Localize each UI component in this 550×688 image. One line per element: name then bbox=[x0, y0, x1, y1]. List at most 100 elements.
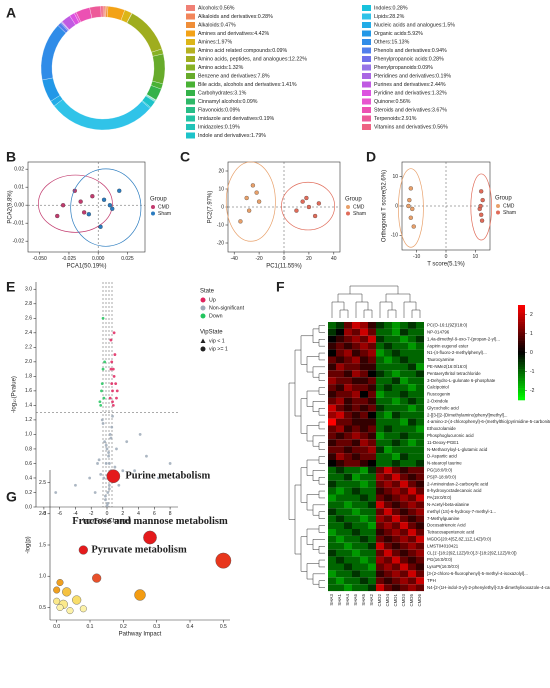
heat-cell bbox=[360, 432, 368, 440]
heat-cell bbox=[352, 342, 360, 350]
colorbar-step bbox=[518, 321, 525, 325]
y-axis-label: PC2(7.97%) bbox=[208, 191, 214, 224]
heat-cell bbox=[336, 322, 344, 329]
x-tick-label: 40 bbox=[331, 256, 337, 262]
row-label: N4-[2-(1H-indol-3-yl)-2-phenylethyl]-3,5… bbox=[427, 585, 550, 590]
point bbox=[300, 199, 305, 204]
point bbox=[102, 476, 106, 480]
heat-cell bbox=[344, 335, 352, 343]
point bbox=[98, 400, 102, 404]
y-tick-label: 2.0 bbox=[25, 359, 32, 365]
y-axis-label: PCA2(9.8%) bbox=[8, 190, 14, 223]
heat-cell bbox=[344, 535, 352, 543]
heat-cell bbox=[328, 487, 336, 495]
heat-cell bbox=[328, 342, 336, 350]
heat-cell bbox=[328, 515, 336, 523]
legend-label: Others:15.13% bbox=[374, 39, 410, 45]
heat-cell bbox=[416, 570, 424, 578]
heat-cell bbox=[400, 584, 408, 592]
legend-swatch bbox=[186, 124, 195, 130]
heat-cell bbox=[352, 439, 360, 447]
heat-cell bbox=[416, 556, 424, 564]
heat-cell bbox=[408, 487, 416, 495]
heat-cell bbox=[368, 425, 376, 433]
point bbox=[74, 483, 77, 487]
heat-cell bbox=[408, 370, 416, 378]
legend-label: Imidazole and derivatives:0.19% bbox=[198, 116, 275, 122]
column-label: CMD4 bbox=[385, 594, 390, 607]
heat-cell bbox=[408, 425, 416, 433]
point bbox=[247, 208, 252, 213]
row-label: N1-(4-fluoro-2-methylphenyl)... bbox=[427, 350, 487, 355]
heat-cell bbox=[328, 466, 336, 474]
row-label: PE-NMe2(16:0/16:0) bbox=[427, 364, 468, 369]
heat-cell bbox=[408, 563, 416, 571]
panel-label: D bbox=[366, 149, 376, 165]
legend-label: Amino acid related compounds:0.09% bbox=[198, 48, 288, 54]
point bbox=[55, 213, 60, 219]
heat-cell bbox=[416, 418, 424, 426]
heat-cell bbox=[360, 584, 368, 592]
legend-marker bbox=[496, 210, 500, 215]
colorbar-tick-label: 1 bbox=[530, 331, 533, 337]
heat-cell bbox=[344, 480, 352, 488]
heat-cell bbox=[344, 418, 352, 426]
legend-swatch bbox=[362, 124, 371, 130]
heat-cell bbox=[336, 404, 344, 412]
heat-cell bbox=[376, 446, 384, 454]
column-label: SHA2 bbox=[369, 594, 374, 606]
heat-cell bbox=[368, 515, 376, 523]
heat-cell bbox=[384, 446, 392, 454]
heat-cell bbox=[344, 363, 352, 371]
heat-cell bbox=[360, 556, 368, 564]
y-tick-label: 2.2 bbox=[25, 345, 32, 351]
heat-cell bbox=[376, 322, 384, 329]
heat-cell bbox=[384, 494, 392, 502]
x-tick-label: 10 bbox=[473, 254, 479, 260]
legend-swatch bbox=[186, 132, 195, 139]
heat-cell bbox=[328, 377, 336, 385]
heat-cell bbox=[384, 522, 392, 529]
legend-swatch bbox=[362, 115, 371, 122]
legend-swatch bbox=[362, 47, 371, 54]
row-label: Pentaerythritol tetrachloride bbox=[427, 371, 481, 376]
heat-cell bbox=[352, 570, 360, 578]
point bbox=[479, 212, 484, 217]
heat-cell bbox=[376, 432, 384, 440]
heat-cell bbox=[344, 377, 352, 385]
legend-marker bbox=[346, 211, 350, 216]
row-label: MGDG(20:4(5Z,8Z,11Z,14Z)/0:0) bbox=[427, 537, 492, 542]
heat-cell bbox=[400, 466, 408, 474]
heat-cell bbox=[336, 439, 344, 447]
heat-cell bbox=[360, 480, 368, 488]
heat-cell bbox=[376, 363, 384, 371]
heat-cell bbox=[360, 384, 368, 391]
heat-cell bbox=[408, 556, 416, 564]
heat-cell bbox=[368, 384, 376, 391]
heat-cell bbox=[416, 335, 424, 343]
heat-cell bbox=[328, 349, 336, 357]
confidence-ellipse bbox=[470, 173, 493, 241]
point bbox=[125, 440, 129, 444]
heat-cell bbox=[384, 570, 392, 578]
donut-slice bbox=[152, 53, 166, 85]
point bbox=[104, 462, 108, 465]
heat-cell bbox=[352, 391, 360, 398]
heat-cell bbox=[336, 542, 344, 550]
heat-cell bbox=[328, 322, 336, 329]
point bbox=[107, 451, 110, 454]
x-tick-label: 0.025 bbox=[121, 256, 134, 262]
heat-cell bbox=[352, 418, 360, 426]
legend-label: Sham bbox=[158, 211, 171, 217]
heat-cell bbox=[392, 466, 400, 474]
heat-cell bbox=[400, 577, 408, 585]
point bbox=[250, 183, 256, 188]
heat-cell bbox=[368, 370, 376, 378]
heat-cell bbox=[336, 515, 344, 523]
column-label: CMD5 bbox=[409, 594, 414, 607]
heat-cell bbox=[336, 466, 344, 474]
legend-swatch bbox=[362, 39, 371, 45]
heat-cell bbox=[344, 584, 352, 592]
heat-cell bbox=[368, 529, 376, 536]
